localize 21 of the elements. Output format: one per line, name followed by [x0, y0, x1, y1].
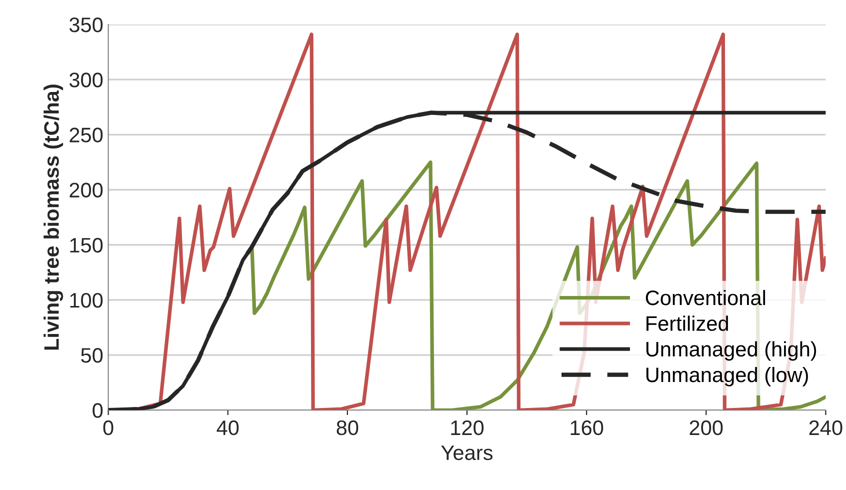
y-tick-label: 0	[92, 403, 103, 418]
x-tick-label: 120	[451, 420, 484, 436]
y-tick-label: 50	[81, 348, 103, 363]
legend-label: Conventional	[646, 290, 766, 306]
x-axis-title: Years	[441, 446, 492, 460]
y-tick-label: 150	[70, 238, 103, 253]
legend-label: Fertilized	[646, 316, 728, 331]
y-tick-label: 200	[70, 182, 103, 198]
x-tick-label: 80	[336, 420, 358, 436]
x-tick-label: 240	[809, 420, 842, 436]
x-tick-label: 0	[103, 420, 114, 436]
x-tick-label: 160	[570, 420, 604, 436]
y-tick-label: 350	[69, 18, 103, 32]
y-axis-title: Living tree biomass (tC/ha)	[44, 84, 64, 350]
y-tick-label: 300	[69, 72, 103, 88]
legend-label: Unmanaged (high)	[646, 341, 816, 361]
legend-label: Unmanaged (low)	[646, 366, 808, 386]
x-tick-label: 40	[216, 420, 239, 436]
y-tick-label: 250	[70, 128, 103, 142]
y-tick-label: 100	[70, 292, 103, 308]
x-tick-label: 200	[690, 420, 723, 436]
